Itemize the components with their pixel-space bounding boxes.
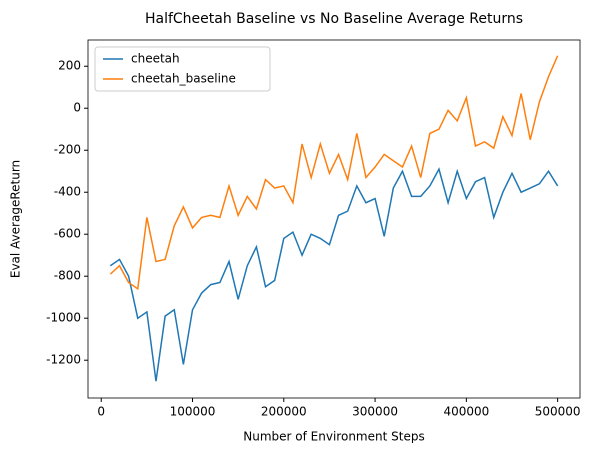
y-tick-label: -600	[54, 227, 81, 241]
y-tick-label: -1000	[46, 311, 81, 325]
plot-frame	[87, 39, 581, 399]
x-tick-label: 0	[97, 405, 105, 419]
y-tick-label: -200	[54, 143, 81, 157]
y-tick-label: -1200	[46, 353, 81, 367]
x-tick-label: 100000	[170, 405, 216, 419]
chart-title: HalfCheetah Baseline vs No Baseline Aver…	[145, 11, 523, 27]
y-tick-label: 200	[58, 59, 81, 73]
data-line	[109, 55, 559, 291]
x-tick-label: 300000	[352, 405, 398, 419]
x-tick-label: 500000	[535, 405, 581, 419]
y-tick-label: -800	[54, 269, 81, 283]
legend-label: cheetah	[131, 52, 180, 66]
legend-label: cheetah_baseline	[131, 72, 236, 86]
y-tick-label: 0	[73, 101, 81, 115]
x-tick-label: 200000	[261, 405, 307, 419]
legend-box	[94, 46, 271, 92]
y-axis-label: Eval AverageReturn	[9, 160, 23, 278]
x-axis-label: Number of Environment Steps	[243, 430, 424, 444]
x-tick-label: 400000	[443, 405, 489, 419]
data-line	[109, 167, 559, 382]
y-tick-label: -400	[54, 185, 81, 199]
